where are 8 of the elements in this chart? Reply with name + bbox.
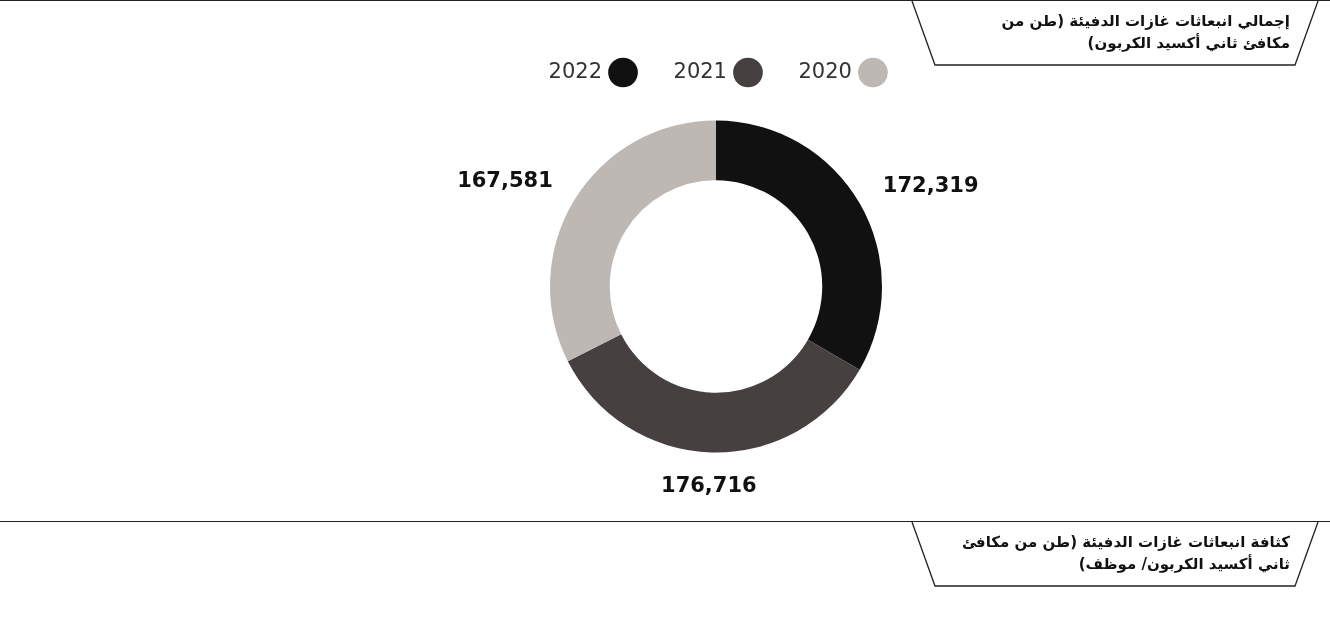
data-label: 172,319 bbox=[882, 172, 979, 197]
legend-label: 2020 bbox=[798, 58, 852, 83]
data-label: 167,581 bbox=[457, 167, 553, 192]
legend-label: 2022 bbox=[548, 58, 603, 83]
text: إجمالي انبعاثات غازات الدفيئة (طن من مكافئ ثاني أكسيد الكربون) bbox=[1000, 11, 1290, 54]
data-label: 176,716 bbox=[661, 473, 757, 498]
text: كثافة انبعاثات غازات الدفيئة (طن من مكافئ ثاني أكسيد الكربون/ موظف) bbox=[961, 532, 1290, 575]
legend-label: 2021 bbox=[673, 58, 727, 83]
